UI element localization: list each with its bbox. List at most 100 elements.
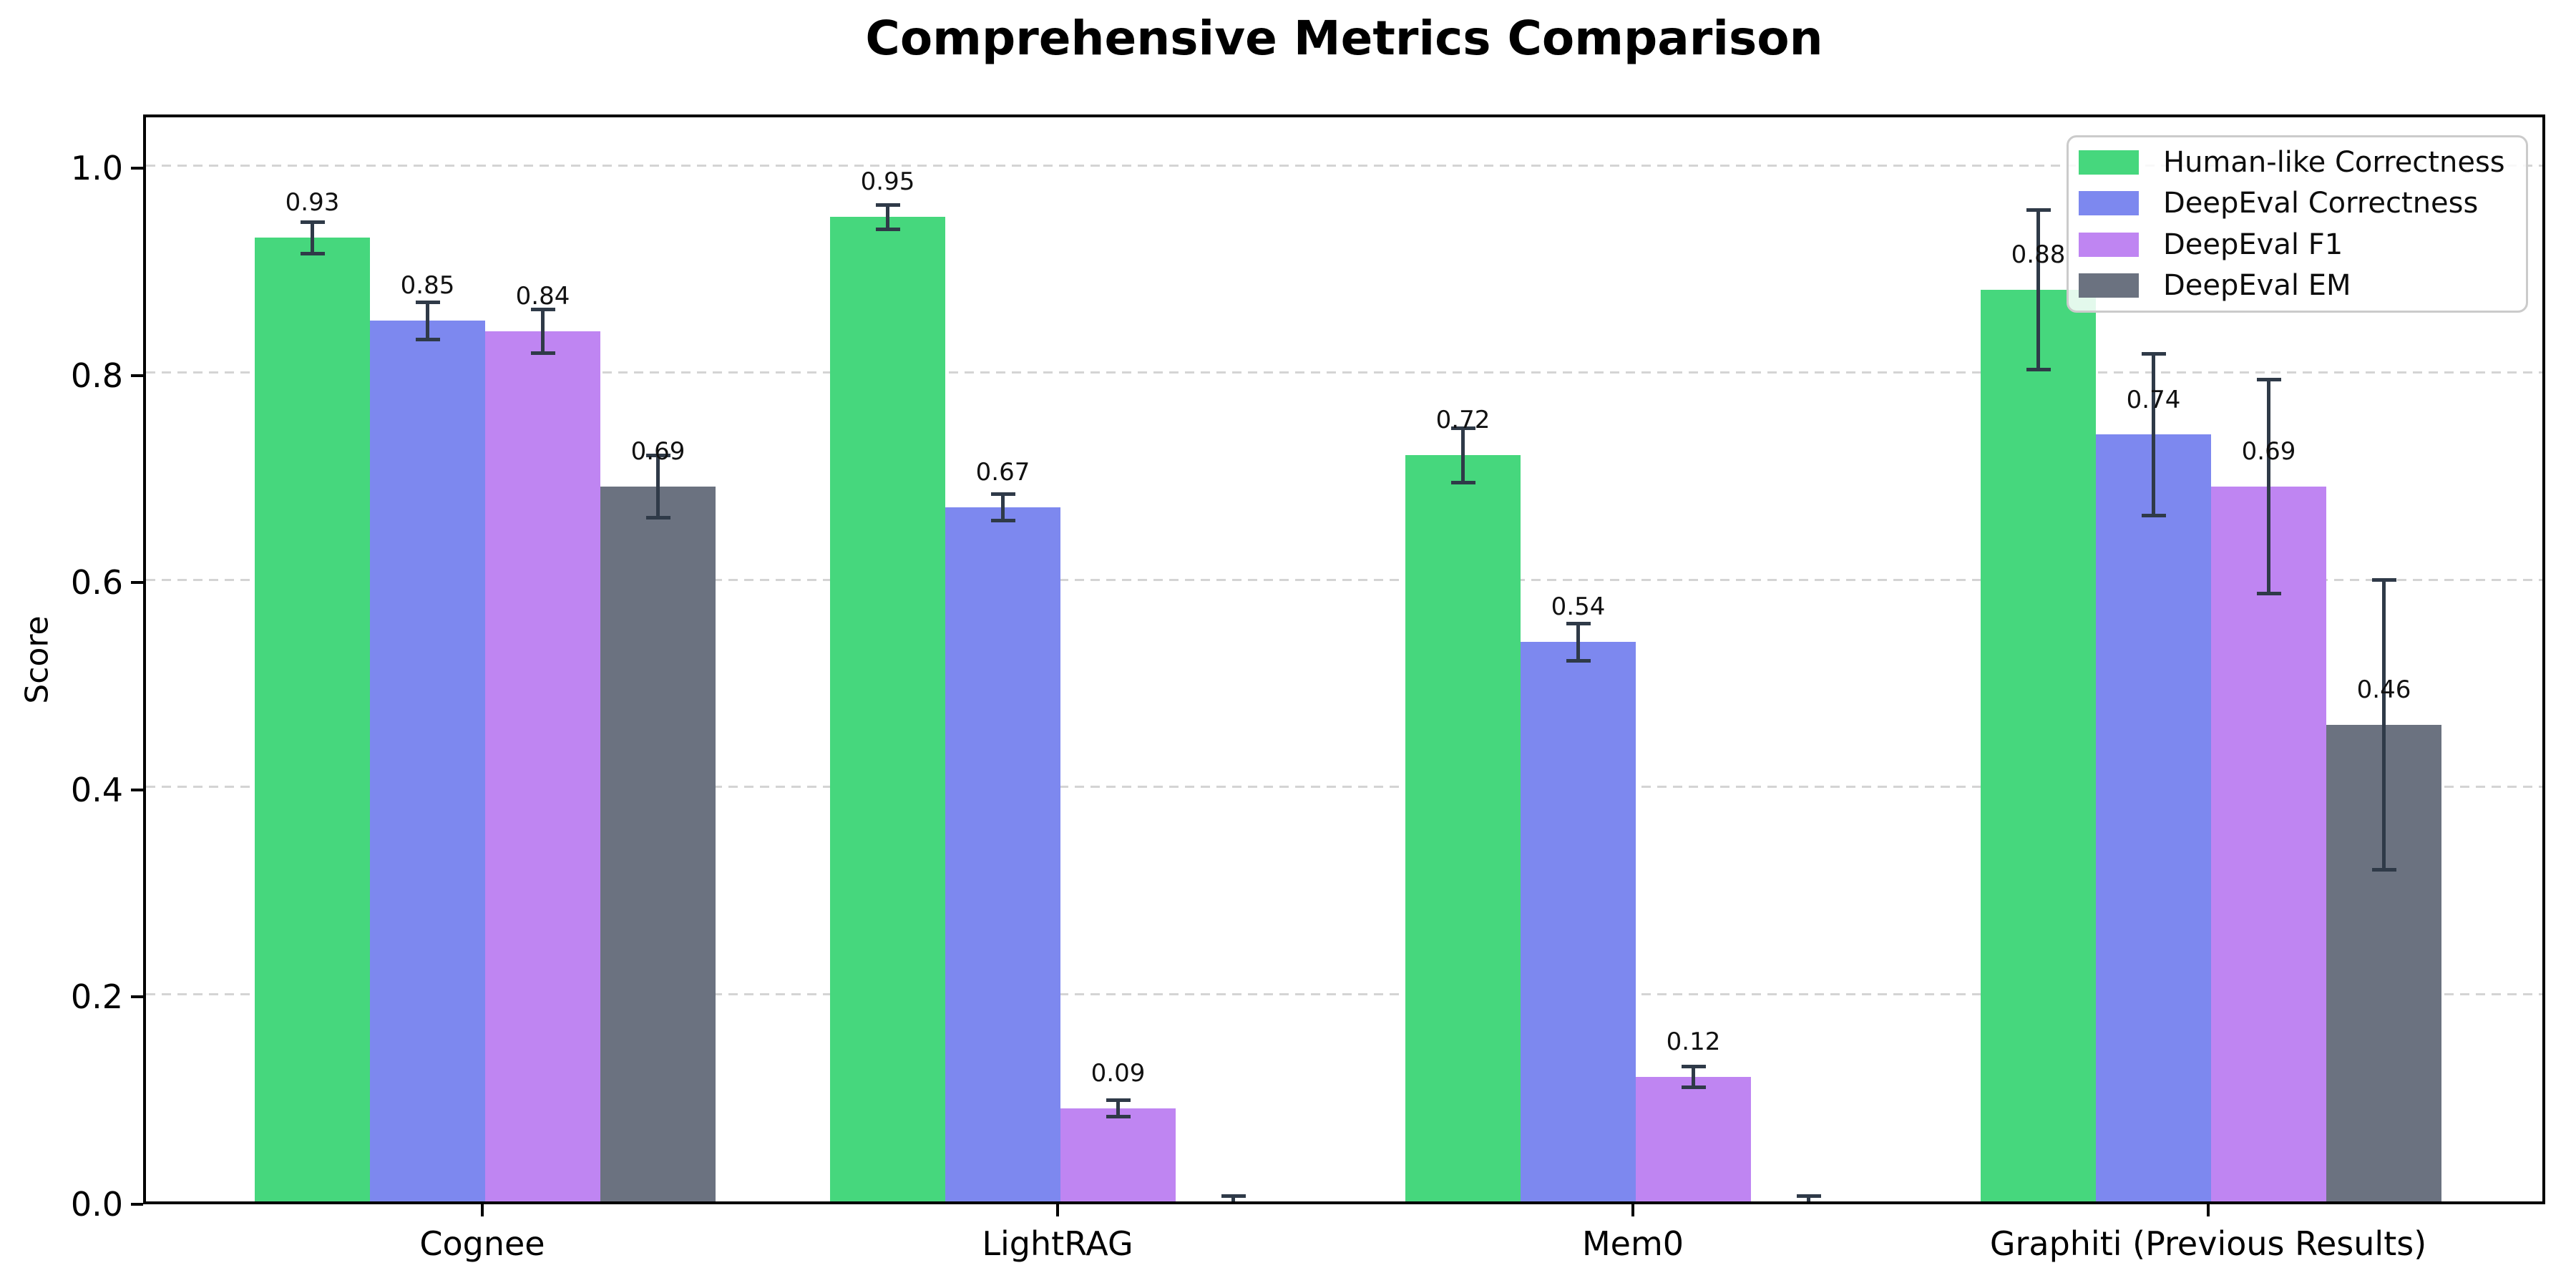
gridline bbox=[146, 992, 2542, 995]
error-bar-cap bbox=[2256, 378, 2281, 382]
error-bar-cap bbox=[1566, 658, 1591, 663]
x-tick-label: LightRAG bbox=[982, 1224, 1133, 1263]
error-bar bbox=[426, 302, 429, 340]
error-bar-cap bbox=[875, 203, 900, 207]
error-bar-cap bbox=[2141, 513, 2166, 517]
error-bar bbox=[2267, 379, 2270, 594]
error-bar bbox=[1576, 623, 1580, 661]
error-bar bbox=[1116, 1100, 1120, 1117]
legend: Human-like Correctness DeepEval Correctne… bbox=[2067, 135, 2528, 313]
error-bar-cap bbox=[1566, 621, 1591, 625]
error-bar bbox=[2382, 580, 2386, 870]
error-bar-cap bbox=[2371, 577, 2396, 582]
bar bbox=[255, 238, 370, 1201]
y-tick-mark bbox=[131, 581, 143, 585]
bar bbox=[1636, 1077, 1751, 1201]
error-bar-cap bbox=[1106, 1114, 1131, 1118]
x-tick-label: Mem0 bbox=[1581, 1224, 1684, 1263]
y-tick-mark bbox=[131, 788, 143, 791]
bar bbox=[485, 331, 600, 1201]
y-tick-label: 1.0 bbox=[70, 149, 123, 187]
bar-value-label: 0.72 bbox=[1435, 406, 1491, 435]
error-bar-cap bbox=[300, 251, 325, 255]
error-bar-cap bbox=[415, 300, 440, 304]
bar-value-label: 0.69 bbox=[630, 436, 686, 466]
error-bar-cap bbox=[645, 515, 670, 519]
error-bar-cap bbox=[1450, 426, 1475, 431]
bar-value-label: 0.67 bbox=[975, 457, 1030, 487]
bar bbox=[2096, 434, 2211, 1201]
bar bbox=[830, 217, 945, 1201]
error-bar bbox=[2152, 353, 2155, 516]
error-bar bbox=[886, 205, 889, 230]
error-bar-cap bbox=[1106, 1098, 1131, 1102]
error-bar-cap bbox=[530, 307, 555, 311]
legend-item: DeepEval Correctness bbox=[2069, 187, 2526, 220]
bar-value-label: 0.12 bbox=[1666, 1028, 1721, 1057]
error-bar bbox=[1807, 1196, 1810, 1201]
bar bbox=[945, 507, 1060, 1201]
error-bar-cap bbox=[1450, 480, 1475, 484]
gridline bbox=[146, 786, 2542, 789]
x-tick-label: Cognee bbox=[419, 1224, 545, 1263]
error-bar-cap bbox=[1796, 1194, 1821, 1199]
legend-item: DeepEval EM bbox=[2069, 269, 2526, 302]
legend-swatch bbox=[2079, 232, 2139, 257]
error-bar-cap bbox=[875, 228, 900, 232]
legend-label: Human-like Correctness bbox=[2163, 145, 2505, 179]
error-bar-cap bbox=[645, 453, 670, 457]
x-tick-mark bbox=[1056, 1204, 1059, 1216]
error-bar bbox=[1692, 1066, 1695, 1088]
error-bar-cap bbox=[1221, 1194, 1246, 1199]
legend-label: DeepEval Correctness bbox=[2163, 187, 2479, 220]
y-tick-mark bbox=[131, 374, 143, 377]
error-bar bbox=[1001, 494, 1005, 521]
y-axis-label: Score bbox=[19, 615, 56, 704]
error-bar-cap bbox=[2256, 591, 2281, 595]
bar-value-label: 0.84 bbox=[515, 281, 570, 311]
error-bar-cap bbox=[2141, 352, 2166, 356]
error-bar-cap bbox=[990, 519, 1015, 523]
y-tick-mark bbox=[131, 167, 143, 170]
error-bar-cap bbox=[300, 220, 325, 225]
error-bar bbox=[541, 309, 545, 353]
bar bbox=[1981, 289, 2096, 1201]
bar-value-label: 0.95 bbox=[860, 167, 915, 197]
bar bbox=[600, 486, 716, 1201]
error-bar-cap bbox=[1681, 1065, 1706, 1069]
gridline bbox=[146, 371, 2542, 374]
bar-value-label: 0.09 bbox=[1091, 1058, 1146, 1088]
error-bar bbox=[1461, 428, 1465, 483]
bar-value-label: 0.93 bbox=[285, 188, 340, 218]
y-tick-mark bbox=[131, 1203, 143, 1206]
bar bbox=[1405, 455, 1521, 1201]
bar-value-label: 0.54 bbox=[1551, 592, 1606, 622]
bar bbox=[370, 321, 485, 1201]
y-tick-label: 0.4 bbox=[70, 770, 123, 809]
legend-swatch bbox=[2079, 273, 2139, 298]
bar-value-label: 0.85 bbox=[400, 271, 455, 301]
x-tick-mark bbox=[2207, 1204, 2210, 1216]
x-tick-mark bbox=[481, 1204, 484, 1216]
legend-label: DeepEval EM bbox=[2163, 269, 2351, 303]
y-tick-label: 0.2 bbox=[70, 977, 123, 1017]
x-tick-mark bbox=[1631, 1204, 1634, 1216]
error-bar bbox=[2036, 210, 2040, 370]
y-tick-label: 0.0 bbox=[70, 1185, 123, 1224]
error-bar bbox=[1231, 1196, 1235, 1201]
bar-value-label: 0.46 bbox=[2356, 675, 2411, 704]
legend-item: Human-like Correctness bbox=[2069, 146, 2526, 179]
legend-item: DeepEval F1 bbox=[2069, 228, 2526, 261]
error-bar-cap bbox=[2026, 367, 2051, 371]
y-tick-mark bbox=[131, 995, 143, 999]
bar bbox=[2211, 486, 2326, 1201]
y-tick-label: 0.6 bbox=[70, 563, 123, 602]
error-bar-cap bbox=[530, 351, 555, 355]
error-bar-cap bbox=[1681, 1085, 1706, 1090]
bar-value-label: 0.69 bbox=[2241, 436, 2296, 466]
legend-swatch bbox=[2079, 191, 2139, 216]
error-bar bbox=[656, 455, 660, 518]
bar bbox=[1060, 1108, 1176, 1201]
error-bar-cap bbox=[990, 492, 1015, 496]
